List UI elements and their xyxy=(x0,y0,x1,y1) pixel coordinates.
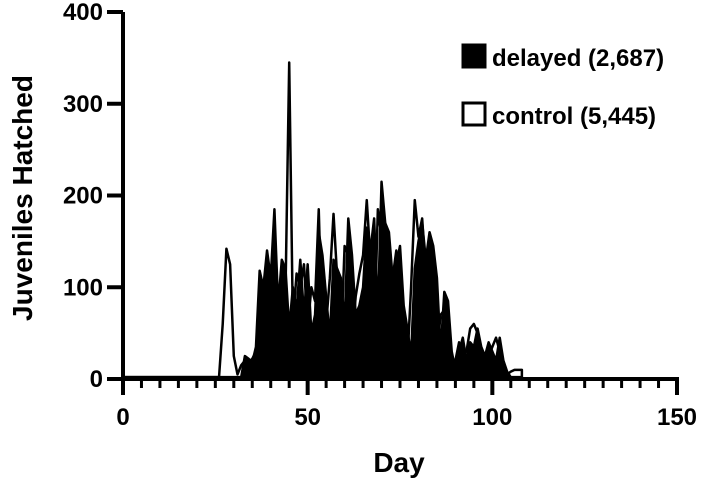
x-tick-label: 50 xyxy=(294,404,321,431)
legend-label-control: control (5,445) xyxy=(492,103,656,130)
legend: delayed (2,687) control (5,445) xyxy=(461,43,664,130)
y-axis-title: Juveniles Hatched xyxy=(7,75,38,321)
y-tick-label: 0 xyxy=(90,366,103,393)
axes: 0 50 100 150 0 100 200 300 400 xyxy=(63,0,697,431)
legend-label-delayed: delayed (2,687) xyxy=(492,45,664,72)
x-ticks: 0 50 100 150 xyxy=(116,379,697,431)
x-axis-title: Day xyxy=(373,447,425,478)
x-tick-label: 150 xyxy=(657,404,697,431)
x-tick-label: 0 xyxy=(116,404,129,431)
y-tick-label: 200 xyxy=(63,183,103,210)
x-tick-label: 100 xyxy=(472,404,512,431)
y-tick-label: 300 xyxy=(63,91,103,118)
legend-swatch-control xyxy=(461,101,487,127)
y-tick-label: 400 xyxy=(63,0,103,26)
legend-swatch-delayed xyxy=(461,43,487,69)
series-areas xyxy=(121,61,524,381)
y-tick-label: 100 xyxy=(63,274,103,301)
y-ticks: 0 100 200 300 400 xyxy=(63,0,123,393)
series-area-delayed xyxy=(121,180,524,381)
